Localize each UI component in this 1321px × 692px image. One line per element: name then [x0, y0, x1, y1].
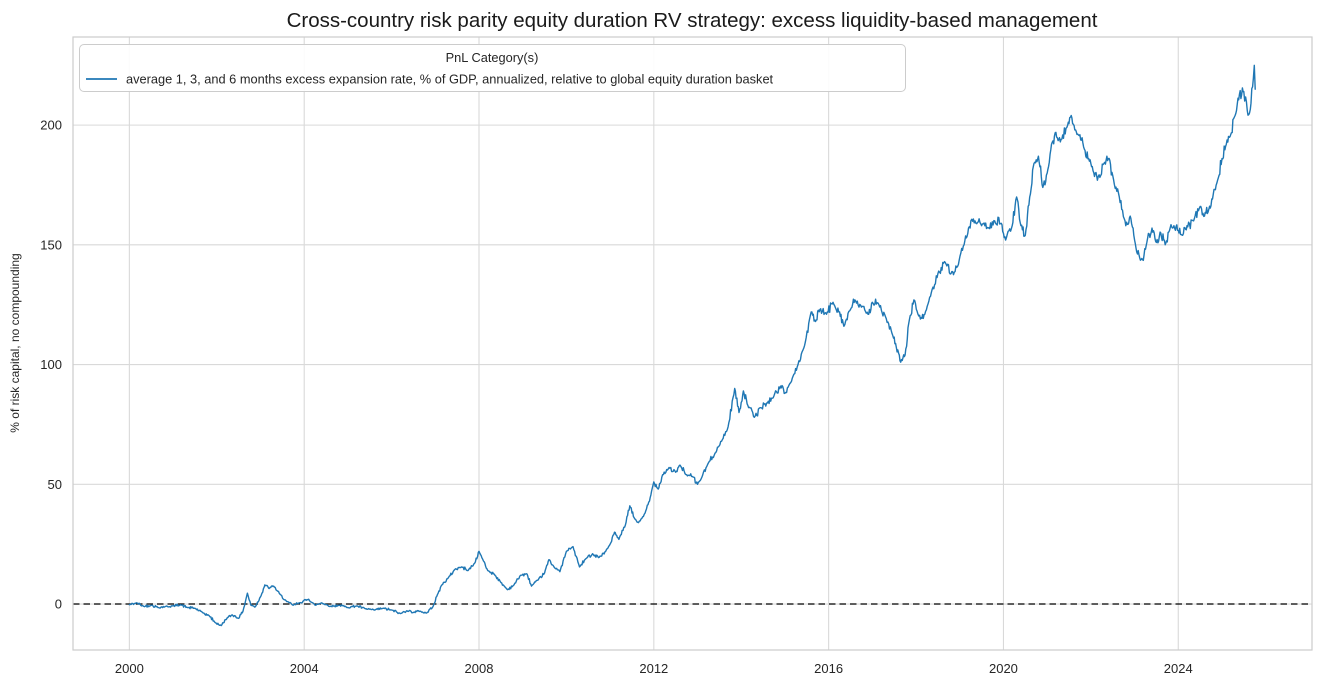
x-tick-label: 2000	[115, 661, 144, 676]
x-axis-tick-labels: 2000 2004 2008 2012 2016 2020 2024	[115, 661, 1193, 676]
plot-area	[73, 37, 1312, 650]
y-tick-label: 200	[40, 118, 62, 133]
x-tick-label: 2004	[290, 661, 319, 676]
series-path	[128, 64, 1256, 627]
y-tick-label: 50	[48, 477, 62, 492]
y-tick-label: 0	[55, 597, 62, 612]
x-tick-label: 2012	[639, 661, 668, 676]
x-tick-label: 2016	[814, 661, 843, 676]
x-tick-label: 2020	[989, 661, 1018, 676]
chart-title: Cross-country risk parity equity duratio…	[287, 9, 1098, 32]
legend-title: PnL Category(s)	[446, 50, 539, 65]
y-tick-label: 100	[40, 357, 62, 372]
plot-border	[72, 36, 1313, 651]
grid-lines	[73, 37, 1312, 650]
legend-entry-label: average 1, 3, and 6 months excess expans…	[126, 72, 774, 87]
y-axis-tick-labels: 0 50 100 150 200	[40, 118, 62, 612]
pnl-series-line	[128, 64, 1256, 627]
y-tick-label: 150	[40, 237, 62, 252]
legend-box	[79, 44, 906, 92]
x-tick-label: 2024	[1164, 661, 1193, 676]
legend: PnL Category(s) average 1, 3, and 6 mont…	[79, 44, 906, 92]
y-axis-label: % of risk capital, no compounding	[8, 253, 22, 432]
x-tick-label: 2008	[465, 661, 494, 676]
